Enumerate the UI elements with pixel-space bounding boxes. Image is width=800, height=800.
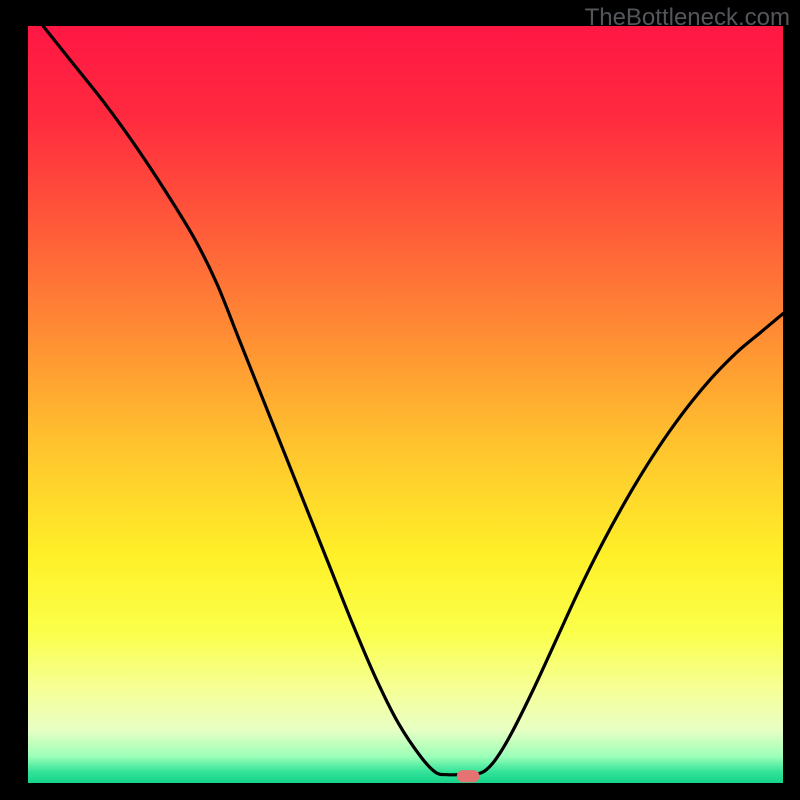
chart-plot-area xyxy=(28,26,783,783)
bottleneck-curve-chart xyxy=(0,0,800,800)
chart-container: TheBottleneck.com xyxy=(0,0,800,800)
optimal-point-marker xyxy=(457,770,480,782)
watermark-label: TheBottleneck.com xyxy=(585,4,790,32)
